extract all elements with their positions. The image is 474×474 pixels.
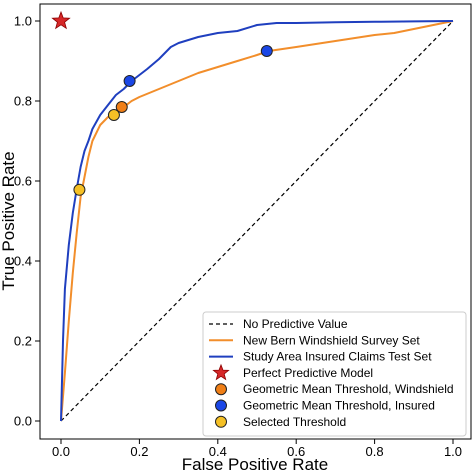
legend-circle-swatch: [215, 399, 227, 412]
y-tick-label: 0.8: [14, 94, 32, 109]
y-tick-label: 0.6: [14, 174, 32, 189]
legend-entry-label: Geometric Mean Threshold, Windshield: [243, 382, 454, 396]
x-tick-label: 0.0: [52, 444, 70, 459]
y-tick-label: 0.0: [14, 414, 32, 429]
legend-entry-label: Selected Threshold: [243, 415, 346, 429]
y-axis-label: True Positive Rate: [0, 151, 18, 290]
threshold-point-2-0: [123, 75, 136, 87]
threshold-point-2-1: [260, 45, 273, 57]
y-tick-label: 1.0: [14, 14, 32, 29]
x-tick-label: 0.8: [366, 444, 384, 459]
threshold-point-3-1: [107, 109, 120, 121]
x-tick-label: 1.0: [444, 444, 462, 459]
legend-entry-label: Study Area Insured Claims Test Set: [243, 350, 432, 364]
series-line-1: [60, 20, 454, 422]
legend-star-swatch: [212, 363, 230, 381]
x-tick-label: 0.4: [209, 444, 227, 459]
legend-entry-label: No Predictive Value: [243, 317, 348, 331]
series-line-0: [60, 20, 454, 422]
perfect-model-star: [51, 10, 71, 30]
y-tick-label: 0.4: [14, 254, 32, 269]
legend-box: [202, 311, 467, 437]
legend-entry-label: New Bern Windshield Survey Set: [243, 333, 420, 347]
plot-frame: [39, 3, 472, 440]
x-axis-label: False Positive Rate: [182, 455, 328, 474]
legend-entry-label: Geometric Mean Threshold, Insured: [243, 399, 435, 413]
legend-circle-swatch: [215, 383, 227, 396]
threshold-point-1-0: [115, 101, 128, 113]
y-tick-label: 0.2: [14, 334, 32, 349]
legend-entry-label: Perfect Predictive Model: [243, 366, 373, 380]
legend: No Predictive Value New Bern Windshield S…: [202, 311, 467, 437]
x-tick-label: 0.2: [130, 444, 148, 459]
threshold-point-3-0: [73, 183, 86, 196]
x-tick-label: 0.6: [287, 444, 305, 459]
legend-circle-swatch: [215, 415, 227, 428]
